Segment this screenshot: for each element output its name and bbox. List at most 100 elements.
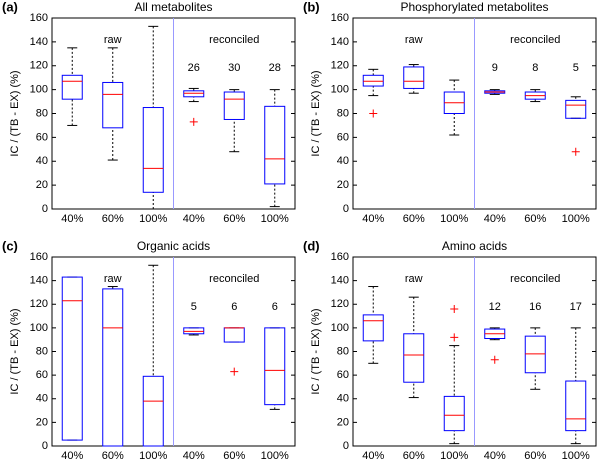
flier: [450, 304, 459, 313]
group-label: raw: [405, 34, 423, 46]
y-tick-label: 120: [331, 298, 349, 310]
y-tick-label: 40: [36, 393, 48, 405]
count-label: 6: [231, 301, 237, 313]
x-tick-label: 40%: [183, 450, 205, 462]
x-tick-label: 100%: [139, 213, 167, 225]
panel-letter: (d): [303, 238, 320, 253]
y-axis-label: IC / (TB - EX) (%): [9, 308, 21, 394]
x-tick-label: 40%: [484, 213, 506, 225]
count-label: 8: [532, 62, 538, 74]
group-label: reconciled: [209, 34, 259, 46]
flier: [450, 333, 459, 342]
y-tick-label: 100: [30, 322, 48, 334]
y-tick-label: 140: [30, 275, 48, 287]
y-tick-label: 20: [337, 416, 349, 428]
x-tick-label: 60%: [524, 450, 546, 462]
count-label: 26: [188, 62, 200, 74]
panel-title: Organic acids: [137, 239, 210, 253]
y-tick-label: 120: [30, 60, 48, 72]
panel-letter: (a): [2, 0, 18, 14]
x-tick-label: 60%: [223, 450, 245, 462]
y-tick-label: 160: [331, 12, 349, 24]
y-tick-label: 80: [337, 107, 349, 119]
x-tick-label: 40%: [484, 450, 506, 462]
y-tick-label: 0: [343, 203, 349, 215]
count-label: 17: [570, 301, 582, 313]
x-tick-label: 60%: [223, 213, 245, 225]
box: [443, 395, 465, 432]
flier: [369, 109, 378, 118]
y-tick-label: 60: [36, 369, 48, 381]
group-label: reconciled: [209, 273, 259, 285]
box: [61, 276, 83, 441]
group-label: raw: [104, 34, 122, 46]
count-label: 16: [529, 301, 541, 313]
flier: [189, 117, 198, 126]
box: [142, 375, 164, 447]
y-tick-label: 0: [42, 203, 48, 215]
group-label: raw: [104, 273, 122, 285]
group-label: raw: [405, 273, 423, 285]
x-tick-label: 100%: [440, 213, 468, 225]
count-label: 12: [489, 301, 501, 313]
box: [524, 335, 546, 374]
panel-letter: (c): [2, 238, 18, 253]
x-tick-label: 60%: [102, 213, 124, 225]
x-tick-label: 40%: [362, 213, 384, 225]
x-tick-label: 100%: [139, 450, 167, 462]
count-label: 5: [191, 301, 197, 313]
count-label: 9: [492, 62, 498, 74]
box: [565, 99, 587, 119]
y-tick-label: 60: [337, 131, 349, 143]
y-tick-label: 160: [30, 251, 48, 263]
box: [223, 327, 245, 343]
y-tick-label: 40: [337, 155, 349, 167]
y-tick-label: 140: [331, 275, 349, 287]
y-tick-label: 100: [30, 84, 48, 96]
x-tick-label: 40%: [61, 450, 83, 462]
y-tick-label: 40: [36, 155, 48, 167]
box: [264, 105, 286, 185]
box: [362, 74, 384, 87]
y-tick-label: 20: [36, 416, 48, 428]
y-tick-label: 20: [36, 179, 48, 191]
count-label: 30: [228, 62, 240, 74]
y-tick-label: 0: [343, 440, 349, 452]
x-tick-label: 40%: [362, 450, 384, 462]
box: [565, 380, 587, 432]
y-tick-label: 60: [337, 369, 349, 381]
box: [362, 314, 384, 342]
panel-title: All metabolites: [134, 0, 212, 14]
box: [61, 74, 83, 100]
x-tick-label: 100%: [562, 213, 590, 225]
x-tick-label: 100%: [261, 450, 289, 462]
box: [403, 66, 425, 89]
box: [102, 81, 124, 129]
y-tick-label: 0: [42, 440, 48, 452]
y-tick-label: 40: [337, 393, 349, 405]
group-label: reconciled: [510, 34, 560, 46]
x-tick-label: 100%: [440, 450, 468, 462]
x-tick-label: 60%: [403, 450, 425, 462]
count-label: 5: [573, 62, 579, 74]
box: [142, 107, 164, 193]
x-tick-label: 60%: [524, 213, 546, 225]
panel-title: Amino acids: [442, 239, 507, 253]
y-tick-label: 160: [331, 251, 349, 263]
panel-title: Phosphorylated metabolites: [400, 0, 548, 14]
y-axis-label: IC / (TB - EX) (%): [9, 70, 21, 156]
group-label: reconciled: [510, 273, 560, 285]
box: [183, 90, 205, 98]
y-tick-label: 140: [30, 36, 48, 48]
flier: [490, 355, 499, 364]
y-tick-label: 80: [36, 107, 48, 119]
box: [183, 327, 205, 335]
flier: [230, 367, 239, 376]
x-tick-label: 40%: [183, 213, 205, 225]
panel-letter: (b): [303, 0, 320, 14]
y-tick-label: 60: [36, 131, 48, 143]
y-tick-label: 160: [30, 12, 48, 24]
x-tick-label: 100%: [562, 450, 590, 462]
flier: [571, 147, 580, 156]
